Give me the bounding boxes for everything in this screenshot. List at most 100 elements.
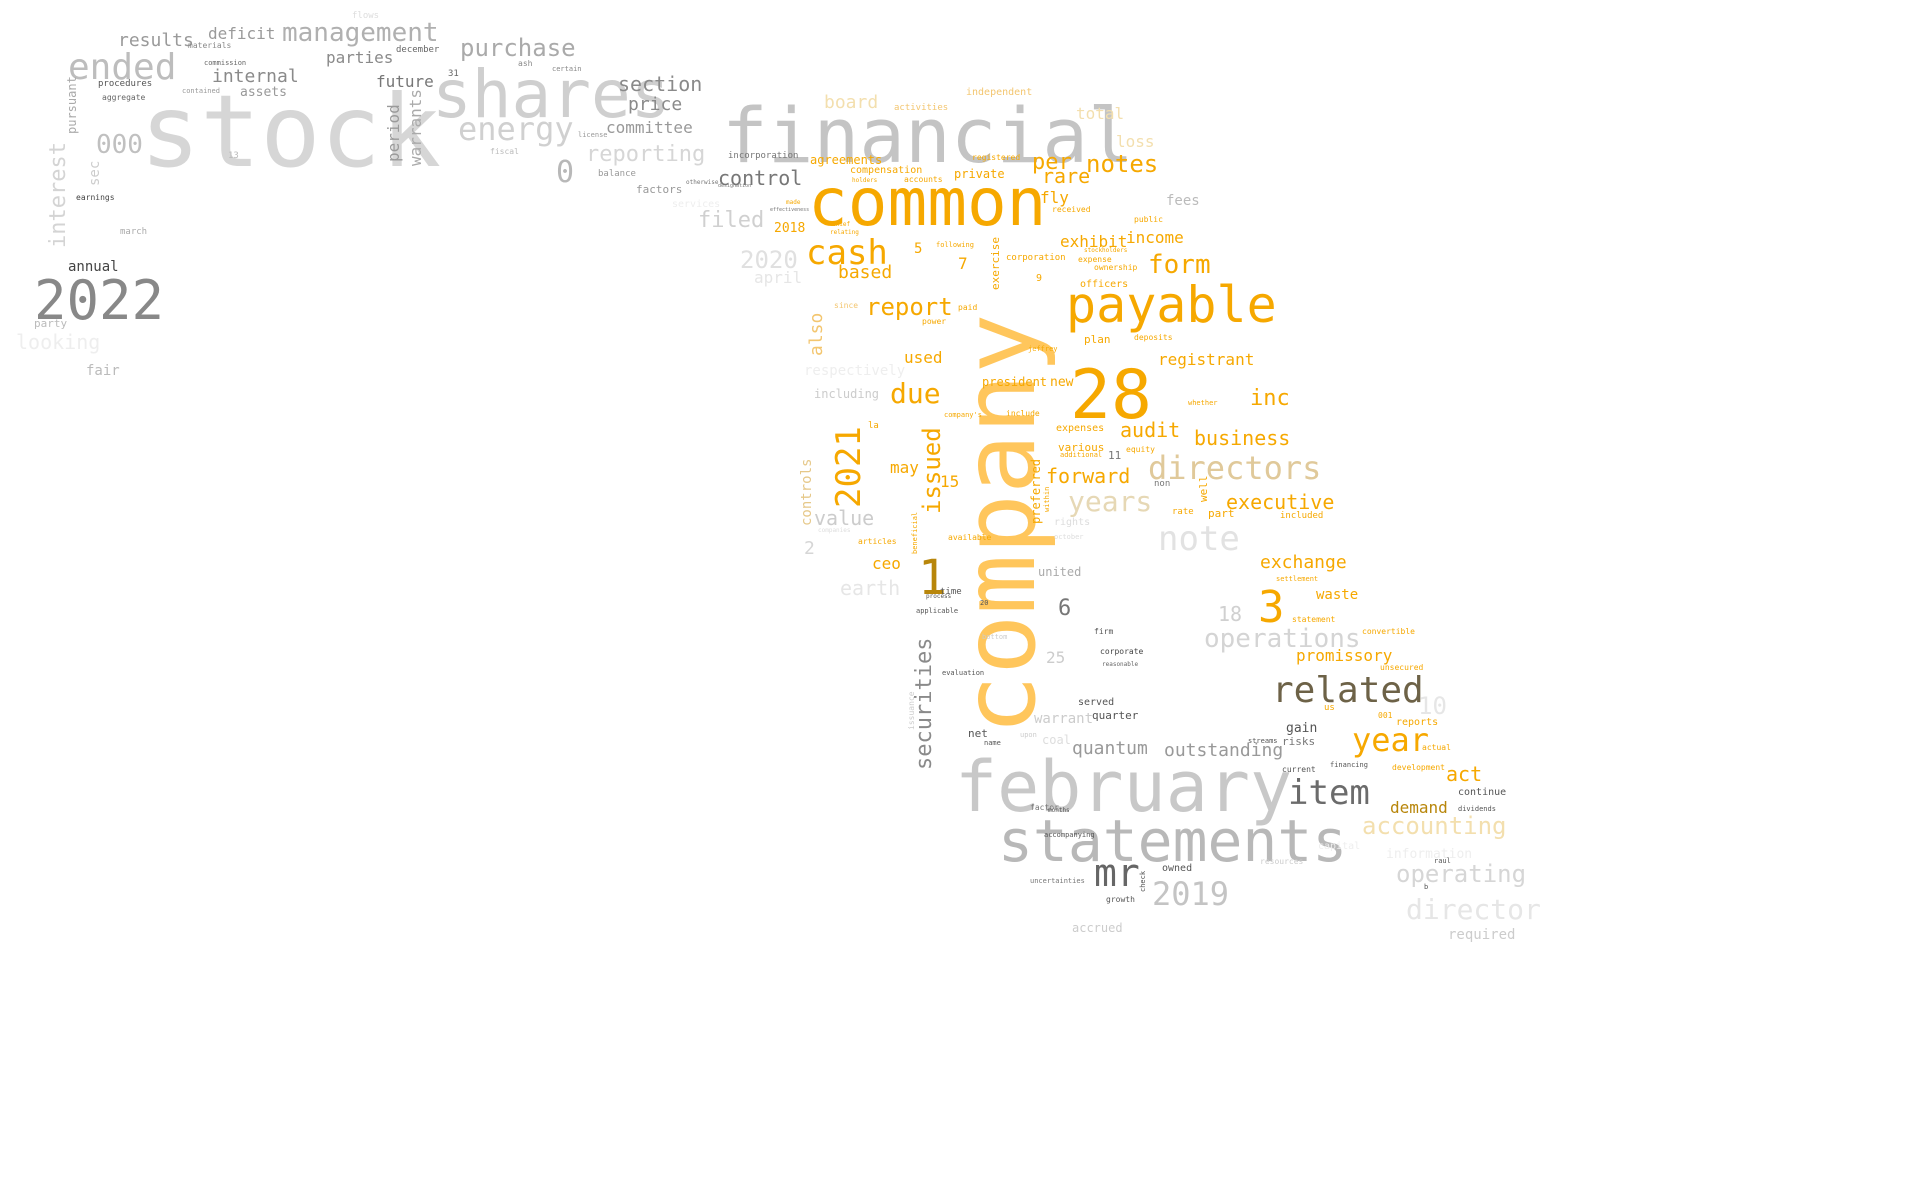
word-officers: officers <box>1080 279 1129 290</box>
word-section: section <box>618 72 703 96</box>
word-upon: upon <box>1020 731 1037 739</box>
word-ash: ash <box>518 59 533 68</box>
word-including: including <box>814 387 880 401</box>
word-11: 11 <box>1108 449 1122 462</box>
word-ceo: ceo <box>872 554 901 573</box>
word-served: served <box>1078 697 1115 708</box>
word-6: 6 <box>1058 596 1072 621</box>
word-exchange: exchange <box>1260 552 1347 573</box>
word-period: period <box>384 104 403 162</box>
word-act: act <box>1446 762 1483 786</box>
word-expenses: expenses <box>1056 423 1105 434</box>
word-item: item <box>1288 773 1370 813</box>
word-beneficial: beneficial <box>911 511 919 554</box>
word-controls: controls <box>799 458 815 526</box>
word-development: development <box>1392 763 1445 772</box>
word-compensation: compensation <box>850 165 923 176</box>
word-continue: continue <box>1458 787 1507 798</box>
word-may: may <box>890 458 919 477</box>
word-otherwise: otherwise <box>686 179 719 186</box>
word-companies: companies <box>818 527 851 534</box>
word-purchase: purchase <box>460 34 576 62</box>
word-party: party <box>34 317 68 330</box>
word-factor: factor <box>1030 803 1059 812</box>
word-securities: securities <box>912 637 937 770</box>
word-looking: looking <box>16 330 101 354</box>
word-holders: holders <box>852 177 878 184</box>
word-board: board <box>824 92 879 113</box>
word-respectively: respectively <box>804 363 906 379</box>
word-total: total <box>1076 104 1125 123</box>
word-exhibit: exhibit <box>1060 232 1128 251</box>
word-corporate: corporate <box>1100 647 1144 656</box>
word-exercise: exercise <box>989 237 1002 290</box>
word-15: 15 <box>940 472 960 491</box>
word-firm: firm <box>1094 627 1114 636</box>
word-form: form <box>1148 250 1211 280</box>
word-executive: executive <box>1226 490 1335 514</box>
word-rights: rights <box>1054 517 1091 528</box>
word-effectiveness: effectiveness <box>770 207 810 213</box>
word-us: us <box>1324 703 1335 713</box>
word-registrant: registrant <box>1158 350 1255 369</box>
word-information: information <box>1386 847 1473 862</box>
word-license: license <box>578 131 608 139</box>
word-current: current <box>1282 765 1316 774</box>
word-april: april <box>754 268 803 287</box>
word-annual: annual <box>68 259 119 275</box>
word-public: public <box>1134 215 1163 224</box>
word-fiscal: fiscal <box>490 147 519 156</box>
word-jeffrey: jeffrey <box>1028 345 1058 353</box>
word-procedures: procedures <box>98 79 153 89</box>
word-factors: factors <box>636 183 683 196</box>
word-accrued: accrued <box>1072 921 1123 935</box>
word-business: business <box>1194 426 1291 450</box>
word-pursuant: pursuant <box>65 76 79 134</box>
word-control: control <box>718 166 803 190</box>
word-income: income <box>1126 228 1184 247</box>
word-activities: activities <box>894 103 949 113</box>
word-rate: rate <box>1172 507 1194 517</box>
word-part: part <box>1208 507 1235 520</box>
word-issued: issued <box>918 427 946 514</box>
word-used: used <box>904 348 943 367</box>
word-internal: internal <box>212 66 299 87</box>
word-incorporation: incorporation <box>728 151 799 161</box>
word-paid: paid <box>958 303 978 312</box>
word-net: net <box>968 727 988 740</box>
word-independent: independent <box>966 87 1033 98</box>
word-october: october <box>1054 533 1084 541</box>
word-interest: interest <box>46 142 71 248</box>
word-assets: assets <box>240 85 287 100</box>
word-common: common <box>808 164 1047 241</box>
word-owned: owned <box>1162 863 1193 874</box>
word-earth: earth <box>840 576 901 600</box>
word-gain: gain <box>1286 721 1318 736</box>
word-fair: fair <box>86 363 120 379</box>
word-25: 25 <box>1046 648 1066 667</box>
word-accounting: accounting <box>1362 812 1507 840</box>
word-private: private <box>954 167 1005 181</box>
word-actual: actual <box>1422 743 1451 752</box>
word-director: director <box>1406 893 1541 926</box>
word-demand: demand <box>1390 798 1448 817</box>
word-fees: fees <box>1166 193 1200 209</box>
word-plan: plan <box>1084 333 1111 346</box>
word-articles: articles <box>858 537 897 546</box>
word-operating: operating <box>1396 860 1527 888</box>
word-per: per <box>1032 150 1072 175</box>
word-la: la <box>868 421 879 431</box>
word-evaluation: evaluation <box>942 669 985 677</box>
word-shares: shares <box>432 56 671 133</box>
word-based: based <box>838 262 893 283</box>
word-power: power <box>922 317 947 326</box>
word-february: february <box>955 746 1293 828</box>
word-operations: operations <box>1204 624 1361 654</box>
word-non: non <box>1154 479 1171 489</box>
word-2: 2 <box>804 538 815 559</box>
word-related: related <box>1272 670 1424 711</box>
word-audit: audit <box>1120 418 1181 442</box>
word-promissory: promissory <box>1296 646 1393 665</box>
word-streams: streams <box>1248 737 1278 745</box>
word-due: due <box>890 377 941 410</box>
